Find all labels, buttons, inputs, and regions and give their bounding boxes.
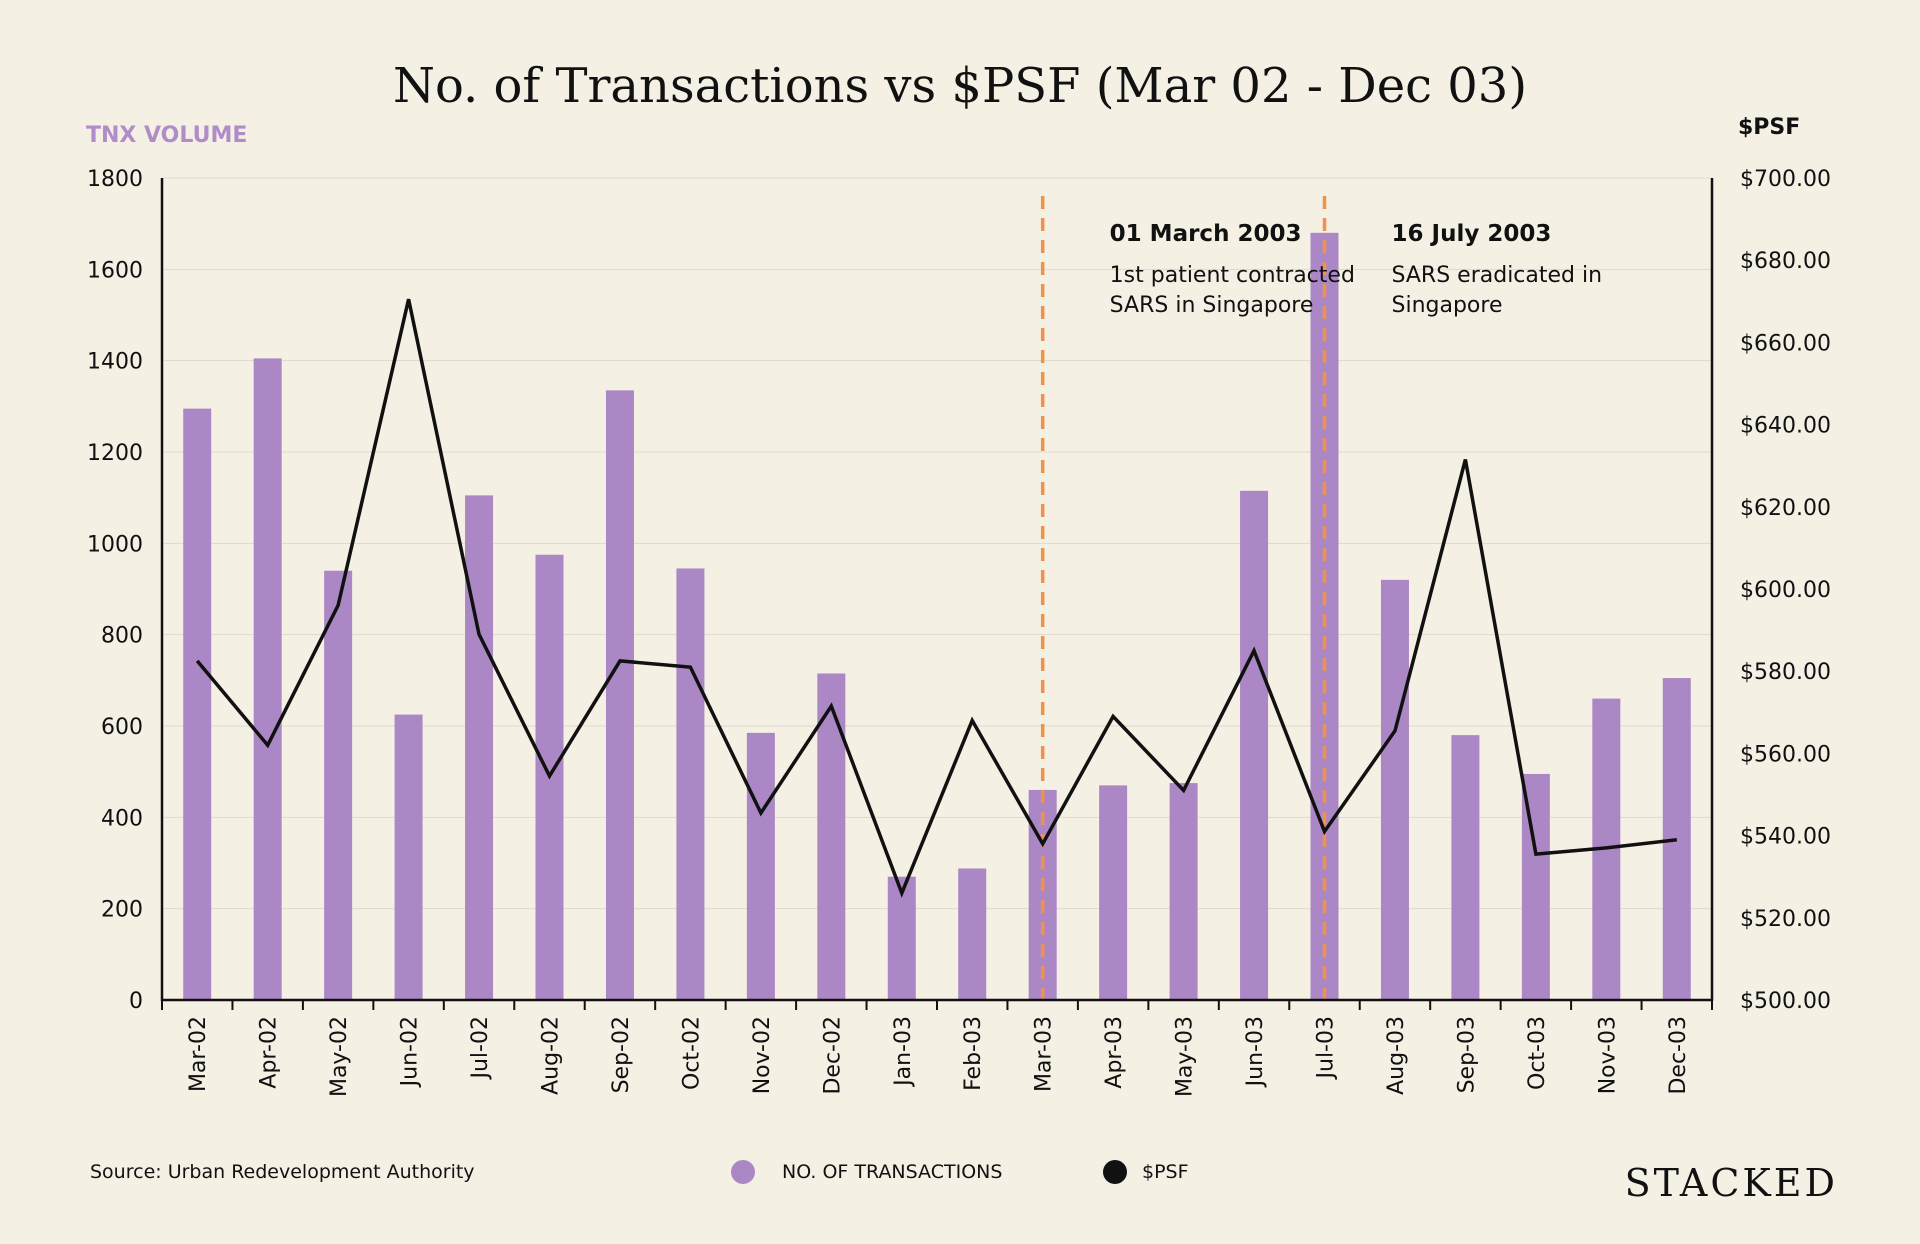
x-tick-label: Mar-03 (1032, 1016, 1057, 1092)
axes (160, 178, 1714, 1010)
x-tick-label: Apr-03 (1102, 1016, 1127, 1089)
transaction-bar (746, 732, 775, 1000)
x-tick-label: Sep-03 (1454, 1016, 1479, 1093)
annotation-text: Singapore (1392, 293, 1503, 318)
transaction-bar (676, 568, 705, 1000)
x-tick-label: Apr-02 (257, 1016, 282, 1089)
source-note: Source: Urban Redevelopment Authority (90, 1161, 475, 1183)
right-axis-ticks: $500.00 $520.00 $540.00 $560.00 $580.00 $600.… (1740, 167, 1831, 1014)
transaction-bar (1451, 735, 1480, 1000)
right-tick-label: $640.00 (1740, 414, 1831, 439)
transaction-bar (253, 358, 282, 1001)
x-tick-label: Jul-03 (1314, 1016, 1339, 1080)
chart-title: No. of Transactions vs $PSF (Mar 02 - De… (393, 58, 1527, 114)
x-tick-label: Oct-02 (679, 1016, 704, 1090)
transaction-bar (605, 390, 634, 1001)
right-tick-label: $600.00 (1740, 578, 1831, 603)
x-tick-label: May-03 (1173, 1016, 1198, 1097)
legend-psf-swatch (1103, 1160, 1127, 1184)
psf-line-layer (195, 298, 1678, 898)
x-tick-label: Aug-02 (539, 1016, 564, 1095)
right-tick-label: $660.00 (1740, 331, 1831, 356)
transaction-bar (1521, 773, 1550, 1000)
x-tick-label: Jul-02 (468, 1016, 493, 1080)
right-tick-label: $620.00 (1740, 496, 1831, 521)
right-tick-label: $580.00 (1740, 660, 1831, 685)
left-tick-label: 1800 (87, 167, 143, 192)
annotation-title: 16 July 2003 (1392, 221, 1552, 247)
legend: NO. OF TRANSACTIONS $PSF (731, 1160, 1189, 1184)
brand-logo: STACKED (1625, 1161, 1838, 1205)
annotation-title: 01 March 2003 (1110, 221, 1302, 247)
right-axis-title: $PSF (1738, 115, 1800, 140)
legend-transactions-label: NO. OF TRANSACTIONS (782, 1161, 1002, 1183)
right-tick-label: $540.00 (1740, 825, 1831, 850)
psf-line (195, 298, 1678, 898)
left-tick-label: 1000 (87, 532, 143, 557)
left-tick-label: 400 (101, 806, 143, 831)
right-tick-label: $680.00 (1740, 249, 1831, 274)
transaction-bar (1099, 785, 1128, 1000)
right-tick-label: $560.00 (1740, 742, 1831, 767)
x-tick-label: Jan-03 (891, 1016, 916, 1088)
x-tick-label: Dec-02 (820, 1016, 845, 1095)
left-tick-label: 200 (101, 898, 143, 923)
x-tick-label: Jun-02 (398, 1016, 423, 1088)
x-tick-label: May-02 (327, 1016, 352, 1097)
transaction-bar (394, 714, 423, 1000)
left-axis-ticks: 0 200 400 600 800 1000 1200 1400 1600 1800 (87, 167, 143, 1014)
x-tick-label: Aug-03 (1384, 1016, 1409, 1095)
transaction-bar (465, 495, 494, 1000)
x-tick-label: Oct-03 (1525, 1016, 1550, 1090)
x-axis-ticks: Mar-02 Apr-02 May-02 Jun-02 Jul-02 Aug-02 Sep-… (186, 1016, 1691, 1097)
right-tick-label: $500.00 (1740, 989, 1831, 1014)
left-tick-label: 0 (129, 989, 143, 1014)
legend-transactions-swatch (731, 1160, 755, 1184)
left-tick-label: 1600 (87, 258, 143, 283)
right-tick-label: $520.00 (1740, 907, 1831, 932)
event-markers (1040, 196, 1327, 1000)
x-tick-label: Dec-03 (1666, 1016, 1691, 1095)
transaction-bar (1662, 678, 1691, 1000)
legend-psf-label: $PSF (1142, 1161, 1189, 1183)
transaction-bar (1240, 490, 1269, 1000)
x-tick-label: Sep-02 (609, 1016, 634, 1093)
x-tick-label: Feb-03 (961, 1016, 986, 1091)
left-axis-title: TNX VOLUME (86, 123, 247, 148)
left-tick-label: 1200 (87, 441, 143, 466)
annotation-text: 1st patient contracted (1110, 263, 1355, 288)
annotations: 01 March 2003 1st patient contracted SARS … (1110, 221, 1602, 318)
left-tick-label: 800 (101, 624, 143, 649)
transaction-bar (1169, 783, 1198, 1000)
transaction-bar (958, 868, 987, 1000)
right-tick-label: $700.00 (1740, 167, 1831, 192)
x-tick-label: Nov-03 (1595, 1016, 1620, 1094)
transaction-bars (183, 232, 1691, 1001)
annotation-text: SARS eradicated in (1392, 263, 1603, 288)
transaction-bar (1380, 579, 1409, 1000)
x-tick-label: Jun-03 (1243, 1016, 1268, 1088)
transaction-bar (324, 570, 353, 1000)
left-tick-label: 1400 (87, 350, 143, 375)
x-tick-label: Mar-02 (186, 1016, 211, 1092)
x-tick-label: Nov-02 (750, 1016, 775, 1094)
left-tick-label: 600 (101, 715, 143, 740)
annotation-text: SARS in Singapore (1110, 293, 1314, 318)
transaction-bar (183, 408, 212, 1000)
